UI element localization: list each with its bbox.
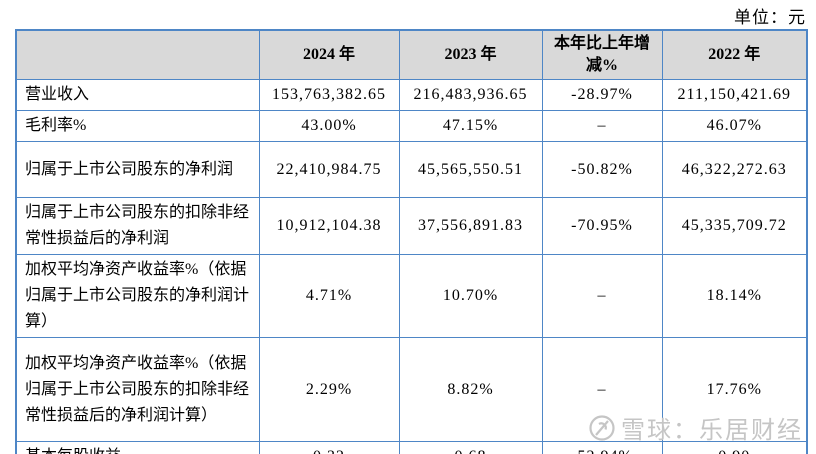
value-change: -70.95% [541,197,663,255]
header-yoy-change: 本年比上年增减% [541,29,663,80]
value-2022: 0.90 [661,441,808,454]
value-change: -50.82% [541,141,663,198]
row-label: 基本每股收益 [15,441,260,454]
value-2024: 153,763,382.65 [258,79,400,111]
value-2022: 18.14% [661,254,808,338]
row-label: 毛利率% [15,110,260,142]
financial-summary-table: 2024 年 2023 年 本年比上年增减% 2022 年 营业收入 153,7… [15,29,808,454]
value-2024: 0.32 [258,441,400,454]
value-change: – [541,337,663,442]
row-label: 营业收入 [15,79,260,111]
value-2024: 4.71% [258,254,400,338]
table-row-gross-margin: 毛利率% 43.00% 47.15% – 46.07% [15,110,808,142]
table-row-weighted-roe: 加权平均净资产收益率%（依据归属于上市公司股东的净利润计算） 4.71% 10.… [15,254,808,338]
value-change: – [541,254,663,338]
value-2022: 211,150,421.69 [661,79,808,111]
value-2023: 47.15% [398,110,543,142]
header-2023: 2023 年 [398,29,543,80]
value-2022: 46,322,272.63 [661,141,808,198]
value-2024: 43.00% [258,110,400,142]
row-label: 归属于上市公司股东的扣除非经常性损益后的净利润 [15,197,260,255]
row-label: 归属于上市公司股东的净利润 [15,141,260,198]
header-2024: 2024 年 [258,29,400,80]
table-row-net-profit: 归属于上市公司股东的净利润 22,410,984.75 45,565,550.5… [15,141,808,198]
value-change: -52.94% [541,441,663,454]
value-2024: 2.29% [258,337,400,442]
value-2023: 45,565,550.51 [398,141,543,198]
header-2022: 2022 年 [661,29,808,80]
table-row-revenue: 营业收入 153,763,382.65 216,483,936.65 -28.9… [15,79,808,111]
value-2023: 37,556,891.83 [398,197,543,255]
unit-label: 单位：元 [734,8,806,27]
value-2022: 45,335,709.72 [661,197,808,255]
row-label: 加权平均净资产收益率%（依据归属于上市公司股东的净利润计算） [15,254,260,338]
value-change: – [541,110,663,142]
value-2023: 8.82% [398,337,543,442]
value-2023: 216,483,936.65 [398,79,543,111]
table-header-row: 2024 年 2023 年 本年比上年增减% 2022 年 [15,29,808,80]
row-label: 加权平均净资产收益率%（依据归属于上市公司股东的扣除非经常性损益后的净利润计算） [15,337,260,442]
value-2024: 22,410,984.75 [258,141,400,198]
table-row-weighted-roe-excl-nonrecurring: 加权平均净资产收益率%（依据归属于上市公司股东的扣除非经常性损益后的净利润计算）… [15,337,808,442]
table-row-basic-eps: 基本每股收益 0.32 0.68 -52.94% 0.90 [15,441,808,454]
value-2022: 17.76% [661,337,808,442]
table-row-net-profit-excl-nonrecurring: 归属于上市公司股东的扣除非经常性损益后的净利润 10,912,104.38 37… [15,197,808,255]
value-2023: 10.70% [398,254,543,338]
value-change: -28.97% [541,79,663,111]
value-2023: 0.68 [398,441,543,454]
value-2024: 10,912,104.38 [258,197,400,255]
header-blank-cell [15,29,260,80]
value-2022: 46.07% [661,110,808,142]
